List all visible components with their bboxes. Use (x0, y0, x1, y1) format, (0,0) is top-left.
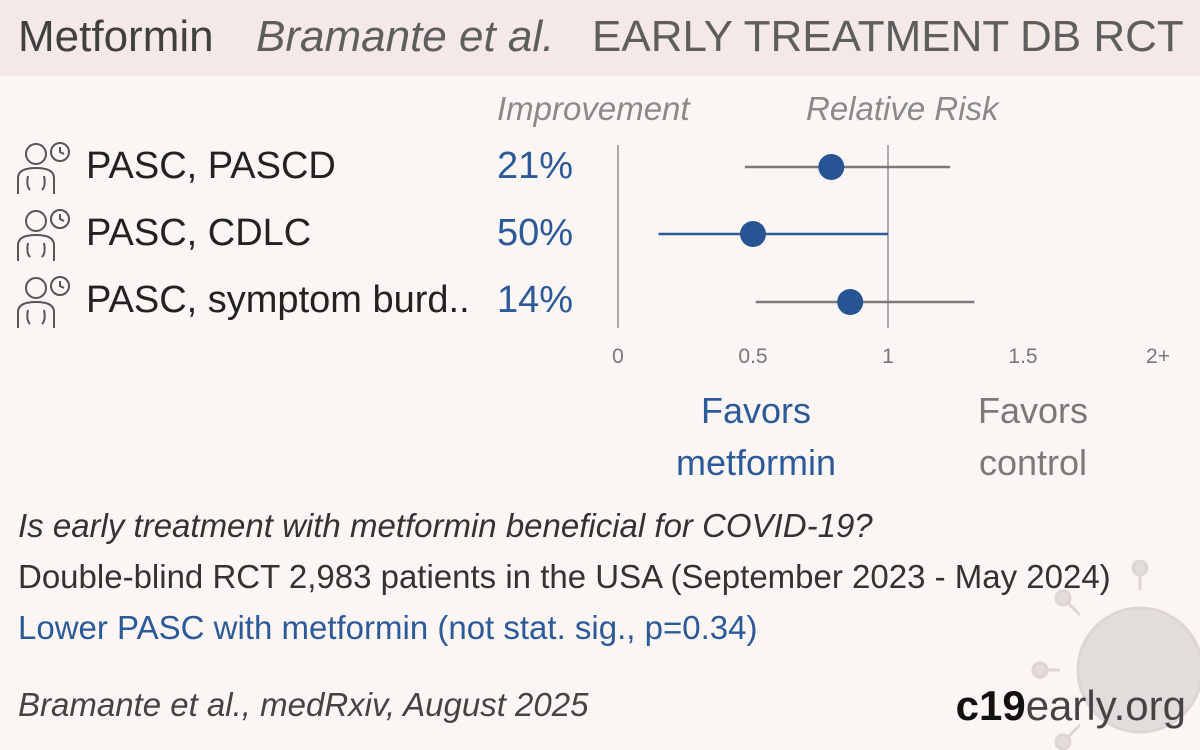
title-bar (0, 0, 1200, 76)
tick-label: 2+ (1146, 345, 1170, 368)
long-covid-person-icon (17, 209, 70, 261)
logo-rest: early.org (1025, 682, 1186, 729)
improvement-value: 50% (497, 212, 574, 254)
tick-label: 0.5 (738, 345, 767, 368)
study-authors: Bramante et al. (256, 12, 555, 61)
summary-details: Double-blind RCT 2,983 patients in the U… (18, 558, 1111, 595)
point-estimate (740, 221, 766, 247)
virus-icon (1031, 560, 1200, 750)
long-covid-person-icon (17, 142, 70, 194)
outcome-label: PASC, symptom burd.. (86, 279, 470, 321)
long-covid-person-icon (17, 276, 70, 328)
outcome-label: PASC, CDLC (86, 212, 312, 254)
outcome-label: PASC, PASCD (86, 145, 336, 187)
summary-result: Lower PASC with metformin (not stat. sig… (18, 609, 758, 646)
tick-label: 1 (882, 345, 894, 368)
favors-control-label: Favors control (977, 390, 1089, 483)
relative-risk-column-header: Relative Risk (806, 90, 999, 127)
improvement-column-header: Improvement (497, 90, 690, 127)
summary-question: Is early treatment with metformin benefi… (18, 507, 873, 544)
improvement-value: 21% (497, 145, 574, 187)
study-design: DB RCT (1020, 12, 1184, 61)
tick-label: 1.5 (1008, 345, 1037, 368)
site-logo[interactable]: c19early.org (956, 682, 1186, 730)
forest-plot: 0 0.5 1 1.5 2+ (612, 145, 1170, 368)
point-estimate (837, 289, 864, 315)
point-estimate (818, 154, 845, 180)
drug-name: Metformin (18, 12, 214, 61)
improvement-value: 14% (497, 279, 574, 321)
logo-bold: c19 (955, 682, 1026, 729)
treatment-stage: EARLY TREATMENT (592, 12, 1010, 61)
tick-label: 0 (612, 345, 624, 368)
citation: Bramante et al., medRxiv, August 2025 (18, 686, 589, 723)
favors-treatment-label: Favors metformin (675, 390, 837, 483)
